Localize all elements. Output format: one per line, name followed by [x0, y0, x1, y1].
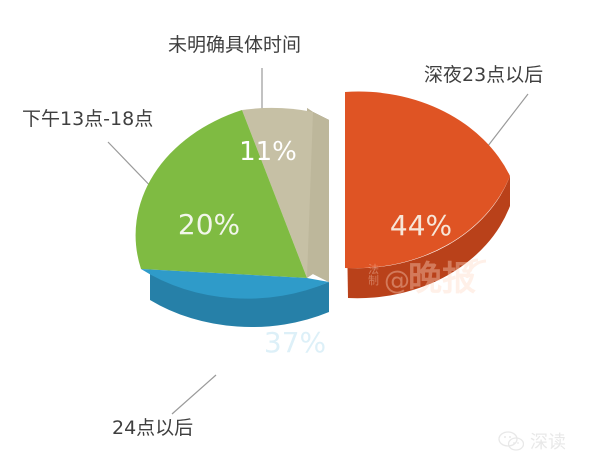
pie-label-afternoon: 下午13点-18点 — [22, 108, 154, 130]
slice-value-afternoon: 20% — [178, 208, 240, 241]
slice-value-unspecified: 11% — [239, 137, 297, 167]
pie-slice-latenight[interactable] — [345, 91, 510, 269]
pie-slice-afternoon[interactable] — [135, 110, 307, 278]
pie-slice-unspecified-top[interactable] — [242, 107, 313, 278]
slice-depth-after24 — [150, 270, 329, 328]
slice-value-after24: 37% — [264, 326, 326, 359]
pie-slice-unspecified[interactable] — [307, 108, 329, 282]
leader-line-after24 — [171, 374, 217, 415]
pie-label-after24: 24点以后 — [112, 417, 194, 439]
pie-slice-after24[interactable] — [141, 269, 329, 299]
pie-label-unspecified: 未明确具体时间 — [168, 34, 302, 56]
slice-value-latenight: 44% — [390, 209, 452, 242]
pie-label-latenight: 深夜23点以后 — [424, 64, 544, 86]
